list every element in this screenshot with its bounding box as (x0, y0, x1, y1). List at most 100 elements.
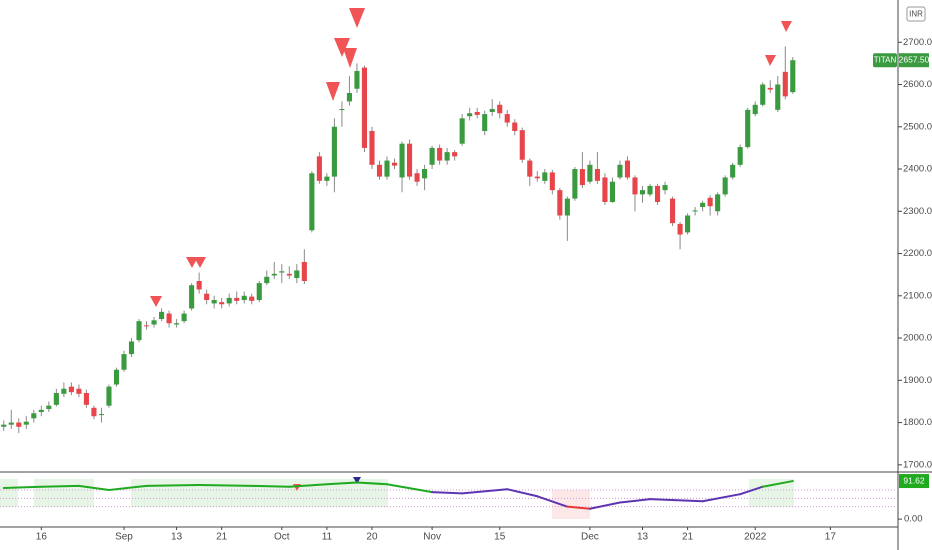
x-tick-label: 2022 (744, 532, 767, 543)
candle-body (745, 109, 751, 148)
candle-body (406, 143, 413, 177)
osc-line (145, 484, 201, 487)
candle-body (196, 281, 202, 290)
candle-body (53, 392, 59, 405)
last-price: 2657.50 (899, 54, 930, 64)
osc-line (40, 484, 80, 488)
candle-body (219, 302, 225, 305)
candle-body (422, 169, 428, 179)
candle-body (181, 313, 187, 322)
overbought-zone (34, 479, 94, 507)
candle-body (121, 354, 127, 370)
symbol-name: TITAN (874, 55, 897, 64)
osc-line (288, 483, 328, 488)
candle-body (587, 164, 593, 182)
candle-body (557, 190, 563, 216)
sell-signal (349, 8, 365, 28)
candle-body (61, 388, 67, 394)
x-tick-label: Nov (423, 532, 441, 543)
candle-body (760, 84, 766, 105)
x-tick-label: 11 (322, 532, 333, 543)
candle-body (654, 185, 661, 202)
y-tick-label: 2600.00 (903, 79, 932, 90)
y-tick-label: 2100.00 (903, 290, 932, 301)
candle-body (23, 421, 29, 425)
osc-line (536, 495, 569, 508)
osc-value-tag (899, 474, 929, 489)
x-tick-label: 21 (216, 532, 228, 543)
candle-body (677, 223, 683, 235)
y-tick-label: 1900.00 (903, 375, 932, 386)
candle-body (354, 70, 360, 89)
sell-signal (334, 38, 350, 57)
candle-body (189, 285, 195, 309)
y-tick-label: 2400.00 (903, 164, 932, 175)
candle-body (324, 176, 330, 181)
candle-body (339, 109, 345, 111)
osc-line (2, 485, 43, 489)
osc-line (431, 491, 464, 495)
candle-body (361, 67, 368, 148)
candle-body (241, 295, 247, 301)
candle-body (474, 111, 480, 115)
osc-line (761, 480, 794, 488)
x-tick-label: 17 (825, 532, 837, 543)
candle-body (692, 210, 698, 212)
x-tick-label: 13 (171, 532, 183, 543)
candle-body (767, 87, 773, 90)
y-tick-label: 2300.00 (903, 206, 932, 217)
candle-body (331, 126, 337, 177)
currency-box[interactable] (906, 6, 926, 22)
candle-body (752, 104, 758, 115)
candle-body (113, 369, 120, 385)
candle-body (346, 92, 352, 102)
candle-body (572, 169, 578, 199)
x-tick-label: 13 (637, 532, 649, 543)
candle-body (459, 118, 465, 144)
candle-body (204, 293, 210, 301)
candle-body (8, 422, 14, 425)
osc-line (198, 484, 253, 487)
candle-body (391, 162, 398, 166)
candle-body (76, 388, 82, 394)
x-tick-label: 21 (682, 532, 694, 543)
candle-body (271, 273, 277, 276)
y-tick-label: 2200.00 (903, 248, 932, 259)
candle-body (609, 181, 615, 202)
osc-line (325, 481, 358, 486)
candle-body (98, 414, 105, 416)
candle-body (369, 130, 375, 165)
candle-body (143, 325, 150, 327)
candle-body (399, 143, 405, 178)
osc-y-tick-label: 0.00 (904, 514, 923, 525)
sell-signal (326, 82, 340, 101)
x-tick-label: Oct (274, 532, 290, 543)
osc-line (250, 484, 291, 488)
x-tick-label: 20 (366, 532, 378, 543)
osc-line (506, 488, 539, 498)
candle-body (685, 215, 691, 233)
candle-body (730, 164, 736, 178)
x-tick-label: Dec (581, 532, 599, 543)
x-tick-label: 16 (36, 532, 48, 543)
osc-line (355, 481, 389, 486)
candle-body (38, 409, 44, 412)
osc-line (739, 485, 764, 496)
price-tag (899, 53, 929, 68)
candle-body (429, 147, 435, 165)
candle-body (534, 176, 540, 179)
candle-body (46, 405, 52, 410)
candle-body (437, 147, 443, 161)
candle-body (174, 323, 180, 325)
y-tick-label: 1700.00 (903, 459, 932, 470)
candle-body (384, 160, 390, 177)
candle-body (564, 198, 570, 216)
candle-body (226, 297, 232, 304)
candle-body (452, 152, 458, 157)
candle-body (624, 160, 631, 178)
currency: INR (909, 10, 923, 19)
candle-body (700, 202, 706, 208)
sell-signal (150, 296, 162, 307)
candle-body (294, 270, 300, 279)
